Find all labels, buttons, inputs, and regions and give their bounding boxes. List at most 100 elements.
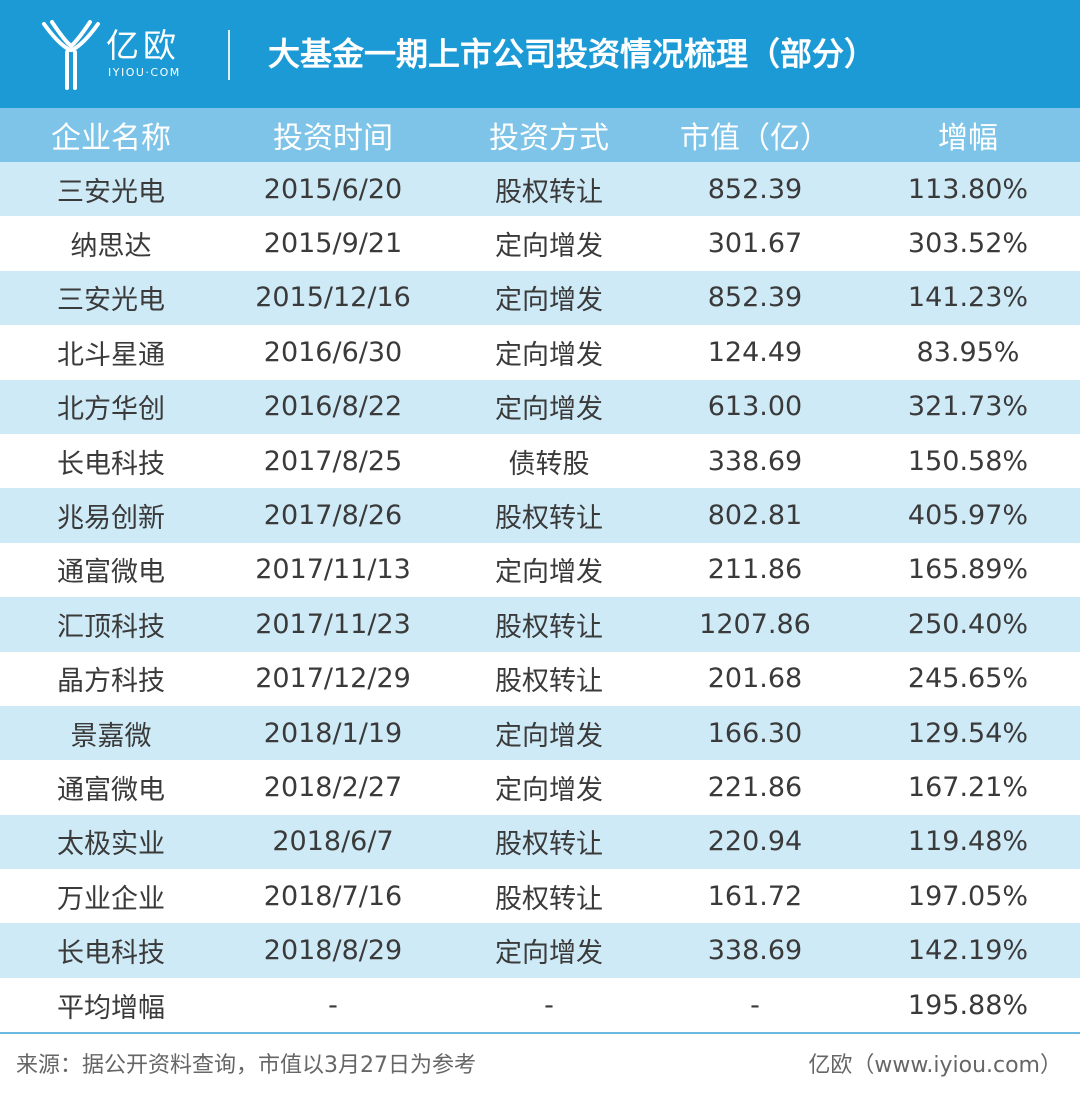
increase-cell: 83.95% xyxy=(916,336,1020,368)
market-cap-cell: 852.39 xyxy=(707,282,803,314)
table-row: 平均增幅 - - - 195.88% xyxy=(0,977,1080,1033)
table-row: 三安光电 2015/6/20 股权转让 852.39 113.80% xyxy=(0,162,1080,217)
increase-cell: 250.40% xyxy=(907,608,1029,640)
table-row: 万业企业 2018/7/16 股权转让 161.72 197.05% xyxy=(0,869,1080,924)
market-cap-cell: 166.30 xyxy=(707,717,803,749)
table-row: 长电科技 2018/8/29 定向增发 338.69 142.19% xyxy=(0,923,1080,978)
date-cell: 2015/6/20 xyxy=(263,173,403,205)
company-cell: 太极实业 xyxy=(57,829,165,861)
increase-cell: 197.05% xyxy=(907,880,1029,912)
method-cell: 定向增发 xyxy=(495,938,603,970)
company-cell: 长电科技 xyxy=(57,448,165,480)
method-cell: 定向增发 xyxy=(495,339,603,371)
date-cell: 2016/6/30 xyxy=(263,336,403,368)
increase-cell: 245.65% xyxy=(907,663,1029,695)
date-cell: 2015/12/16 xyxy=(255,282,411,314)
method-cell: 股权转让 xyxy=(495,666,603,698)
table-row: 太极实业 2018/6/7 股权转让 220.94 119.48% xyxy=(0,814,1080,870)
method-cell: 股权转让 xyxy=(495,829,603,861)
company-cell: 平均增幅 xyxy=(57,992,165,1024)
market-cap-cell: 338.69 xyxy=(707,935,803,967)
company-cell: 三安光电 xyxy=(57,176,165,208)
market-cap-cell: 613.00 xyxy=(707,391,803,423)
table-row: 汇顶科技 2017/11/23 股权转让 1207.86 250.40% xyxy=(0,597,1080,652)
company-cell: 通富微电 xyxy=(57,557,165,589)
date-cell: - xyxy=(328,989,338,1021)
table-row: 兆易创新 2017/8/26 股权转让 802.81 405.97% xyxy=(0,488,1080,543)
method-cell: 股权转让 xyxy=(495,503,603,535)
investment-table: 企业名称 投资时间 投资方式 市值（亿） 增幅 三安光电 2015/6/20 股权转… xyxy=(0,108,1080,1033)
table-row: 纳思达 2015/9/21 定向增发 301.67 303.52% xyxy=(0,216,1080,271)
market-cap-cell: 301.67 xyxy=(707,228,803,260)
company-cell: 纳思达 xyxy=(70,231,152,263)
market-cap-cell: 802.81 xyxy=(707,500,803,532)
table-header-row: 企业名称 投资时间 投资方式 市值（亿） 增幅 xyxy=(0,108,1080,162)
method-cell: 股权转让 xyxy=(495,611,603,643)
method-cell: 定向增发 xyxy=(495,394,603,426)
header-divider xyxy=(228,30,230,80)
market-cap-cell: 338.69 xyxy=(707,445,803,477)
market-cap-cell: - xyxy=(750,989,760,1021)
date-cell: 2018/7/16 xyxy=(263,880,403,912)
company-cell: 景嘉微 xyxy=(70,720,152,752)
market-cap-cell: 1207.86 xyxy=(699,608,811,640)
date-cell: 2017/11/23 xyxy=(255,608,411,640)
company-cell: 通富微电 xyxy=(57,774,165,806)
column-header-company: 企业名称 xyxy=(51,121,171,156)
market-cap-cell: 124.49 xyxy=(707,336,803,368)
increase-cell: 119.48% xyxy=(907,826,1029,858)
date-cell: 2018/8/29 xyxy=(263,935,403,967)
date-cell: 2018/2/27 xyxy=(263,771,403,803)
logo-text-en: IYIOU·COM xyxy=(108,66,181,79)
method-cell: 股权转让 xyxy=(495,883,603,915)
method-cell: - xyxy=(544,989,554,1021)
increase-cell: 165.89% xyxy=(907,554,1029,586)
company-cell: 北斗星通 xyxy=(57,339,165,371)
date-cell: 2017/11/13 xyxy=(255,554,411,586)
increase-cell: 142.19% xyxy=(907,935,1029,967)
column-header-method: 投资方式 xyxy=(489,121,609,156)
date-cell: 2018/6/7 xyxy=(272,826,394,858)
method-cell: 定向增发 xyxy=(495,774,603,806)
table-bottom-rule xyxy=(0,1032,1080,1034)
market-cap-cell: 201.68 xyxy=(707,663,803,695)
market-cap-cell: 220.94 xyxy=(707,826,803,858)
table-row: 北斗星通 2016/6/30 定向增发 124.49 83.95% xyxy=(0,325,1080,380)
date-cell: 2015/9/21 xyxy=(263,228,403,260)
table-row: 景嘉微 2018/1/19 定向增发 166.30 129.54% xyxy=(0,705,1080,761)
iyiou-logo-icon xyxy=(42,20,100,90)
method-cell: 定向增发 xyxy=(495,231,603,263)
date-cell: 2016/8/22 xyxy=(263,391,403,423)
method-cell: 债转股 xyxy=(508,448,590,480)
company-cell: 汇顶科技 xyxy=(57,611,165,643)
table-body: 三安光电 2015/6/20 股权转让 852.39 113.80% 纳思达 2015/9/… xyxy=(0,162,1080,1033)
page-title: 大基金一期上市公司投资情况梳理（部分） xyxy=(268,35,877,73)
source-note: 来源：据公开资料查询，市值以3月27日为参考 xyxy=(16,1053,476,1078)
method-cell: 定向增发 xyxy=(495,720,603,752)
company-cell: 北方华创 xyxy=(57,394,165,426)
method-cell: 股权转让 xyxy=(495,176,603,208)
table-row: 三安光电 2015/12/16 定向增发 852.39 141.23% xyxy=(0,270,1080,326)
column-header-date: 投资时间 xyxy=(273,121,393,156)
increase-cell: 113.80% xyxy=(907,173,1029,205)
table-row: 通富微电 2018/2/27 定向增发 221.86 167.21% xyxy=(0,760,1080,815)
increase-cell: 195.88% xyxy=(907,989,1029,1021)
column-header-market-cap: 市值（亿） xyxy=(680,121,830,156)
company-cell: 万业企业 xyxy=(57,883,165,915)
market-cap-cell: 211.86 xyxy=(707,554,803,586)
table-row: 长电科技 2017/8/25 债转股 338.69 150.58% xyxy=(0,433,1080,489)
method-cell: 定向增发 xyxy=(495,557,603,589)
increase-cell: 129.54% xyxy=(907,717,1029,749)
increase-cell: 167.21% xyxy=(907,771,1029,803)
increase-cell: 150.58% xyxy=(907,445,1029,477)
table-row: 北方华创 2016/8/22 定向增发 613.00 321.73% xyxy=(0,379,1080,434)
company-cell: 兆易创新 xyxy=(57,503,165,535)
company-cell: 长电科技 xyxy=(57,938,165,970)
table-row: 通富微电 2017/11/13 定向增发 211.86 165.89% xyxy=(0,542,1080,598)
date-cell: 2017/8/26 xyxy=(263,500,403,532)
column-header-increase: 增幅 xyxy=(938,121,998,156)
company-cell: 三安光电 xyxy=(57,285,165,317)
increase-cell: 141.23% xyxy=(907,282,1029,314)
date-cell: 2018/1/19 xyxy=(263,717,403,749)
increase-cell: 303.52% xyxy=(907,228,1029,260)
